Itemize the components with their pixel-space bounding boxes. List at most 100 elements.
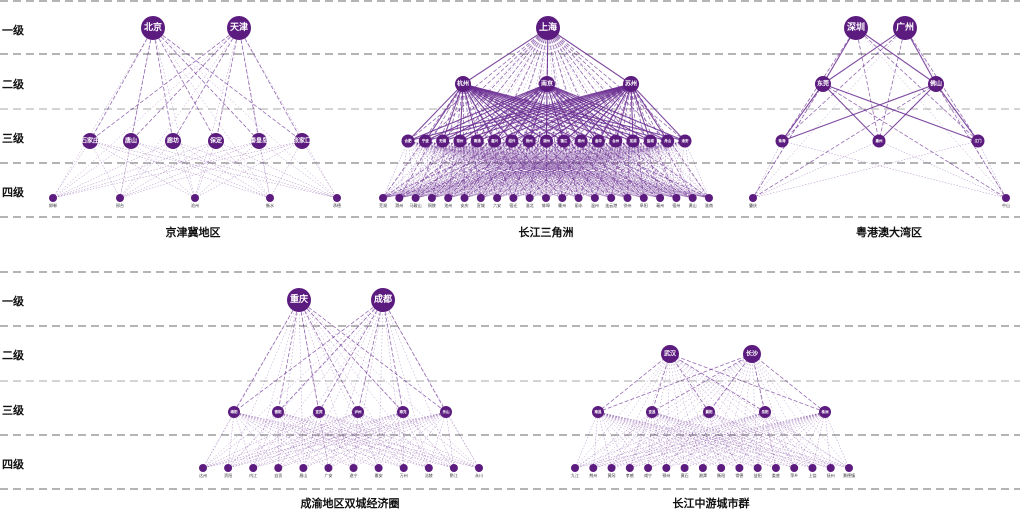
city-node[interactable]: 芜湖 [626,134,640,148]
city-node[interactable]: 涪陵 [424,464,433,478]
city-node[interactable]: 岳阳 [759,406,771,418]
city-node[interactable]: 温州 [590,194,599,208]
city-node[interactable]: 宣城 [476,194,485,208]
city-node[interactable]: 达州 [199,464,207,478]
city-node[interactable]: 九江 [571,464,579,478]
city-node[interactable]: 保定 [208,133,224,149]
city-node[interactable]: 广安 [324,464,333,478]
city-node[interactable]: 合肥 [401,134,415,148]
city-node[interactable]: 常德 [735,464,744,478]
city-node[interactable]: 苏州 [623,76,639,92]
city-node[interactable]: 邯郸 [49,194,57,208]
city-node[interactable]: 唐山 [123,133,139,149]
city-node[interactable]: 淮安 [678,134,692,148]
city-node[interactable]: 镇江 [557,134,571,148]
city-node[interactable]: 鄂州 [662,464,671,478]
city-node[interactable]: 马鞍山 [410,194,422,208]
city-node[interactable]: 株洲 [819,406,831,418]
city-node[interactable]: 宁波 [418,134,432,148]
city-node[interactable]: 江门 [971,134,985,148]
city-node[interactable]: 绍兴 [505,134,519,148]
city-node[interactable]: 淮南 [705,194,713,208]
city-node[interactable]: 舟山 [661,134,675,148]
city-node[interactable]: 泸州 [352,406,364,418]
city-node[interactable]: 黔江 [449,464,458,478]
city-node[interactable]: 承德 [333,194,341,208]
city-node[interactable]: 萍乡 [790,464,799,478]
city-node[interactable]: 襄阳 [703,406,715,418]
city-node[interactable]: 池州 [444,194,453,208]
city-node[interactable]: 常州 [453,134,467,148]
city-node[interactable]: 娄底 [771,464,780,478]
city-node[interactable]: 南京 [539,76,555,92]
city-node[interactable]: 秦皇岛 [249,133,268,149]
city-node[interactable]: 台州 [609,134,623,148]
city-node[interactable]: 绵阳 [228,406,240,418]
city-node[interactable]: 长沙 [743,345,761,363]
city-node[interactable]: 益阳 [753,464,762,478]
city-node[interactable]: 景德镇 [843,464,855,478]
city-node[interactable]: 上饶 [808,464,817,478]
city-node[interactable]: 遂宁 [349,464,358,478]
city-node[interactable]: 黄冈 [607,464,616,478]
city-node[interactable]: 肇庆 [749,194,757,208]
city-node[interactable]: 滁州 [395,194,404,208]
city-node[interactable]: 万州 [399,464,408,478]
city-node[interactable]: 黄山 [688,194,697,208]
city-node[interactable]: 德阳 [272,406,284,418]
city-node[interactable]: 天津 [227,16,251,40]
city-node[interactable]: 黄石 [680,464,689,478]
city-node[interactable]: 宜宾 [313,406,325,418]
city-node[interactable]: 石家庄 [80,133,99,149]
city-node[interactable]: 北京 [141,16,165,40]
city-node[interactable]: 惠州 [872,134,886,148]
city-node[interactable]: 扬州 [522,134,536,148]
city-node[interactable]: 深圳 [844,16,868,40]
city-node[interactable]: 抚州 [826,464,835,478]
city-node[interactable]: 衡水 [266,194,274,208]
city-node[interactable]: 南通 [470,134,484,148]
city-node[interactable]: 淮北 [525,194,534,208]
city-node[interactable]: 佛山 [928,76,944,92]
city-node[interactable]: 永川 [475,464,483,478]
city-node[interactable]: 宿迁 [509,194,518,208]
city-node[interactable]: 泰州 [574,134,588,148]
city-node[interactable]: 廊坊 [165,133,181,149]
city-node[interactable]: 亳州 [656,194,665,208]
city-node[interactable]: 铜陵 [427,194,436,208]
city-node[interactable]: 蚌埠 [542,194,550,208]
city-node[interactable]: 资阳 [224,464,233,478]
city-node[interactable]: 张家口 [293,133,311,149]
city-node[interactable]: 杭州 [455,76,471,92]
city-node[interactable]: 乐山 [440,406,452,418]
city-node[interactable]: 徐州 [623,194,632,208]
city-node[interactable]: 金华 [591,134,605,148]
city-node[interactable]: 雅安 [374,464,383,478]
city-node[interactable]: 阜阳 [639,194,648,208]
city-node[interactable]: 六安 [493,194,502,208]
city-node[interactable]: 衡阳 [717,464,726,478]
city-node[interactable]: 东莞 [815,76,831,92]
city-node[interactable]: 丽水 [574,194,583,208]
city-node[interactable]: 无锡 [436,134,450,148]
city-node[interactable]: 南昌 [592,406,604,418]
city-node[interactable]: 中山 [1002,194,1010,208]
city-node[interactable]: 重庆 [287,288,311,312]
city-node[interactable]: 南充 [397,406,409,418]
city-node[interactable]: 珠海 [775,134,789,148]
city-node[interactable]: 沧州 [191,194,199,208]
city-node[interactable]: 宿州 [672,194,681,208]
city-node[interactable]: 安庆 [460,194,469,208]
city-node[interactable]: 湘潭 [698,464,707,478]
city-node[interactable]: 上海 [536,16,560,40]
city-node[interactable]: 嘉兴 [488,134,502,148]
city-node[interactable]: 广州 [893,16,917,40]
city-node[interactable]: 咸宁 [644,464,653,478]
city-node[interactable]: 孝感 [625,464,634,478]
city-node[interactable]: 宜昌 [646,406,658,418]
city-node[interactable]: 内江 [249,464,258,478]
city-node[interactable]: 衢州 [558,194,567,208]
city-node[interactable]: 荆州 [589,464,598,478]
city-node[interactable]: 湖州 [540,134,553,148]
city-node[interactable]: 芜湖 [379,194,387,208]
